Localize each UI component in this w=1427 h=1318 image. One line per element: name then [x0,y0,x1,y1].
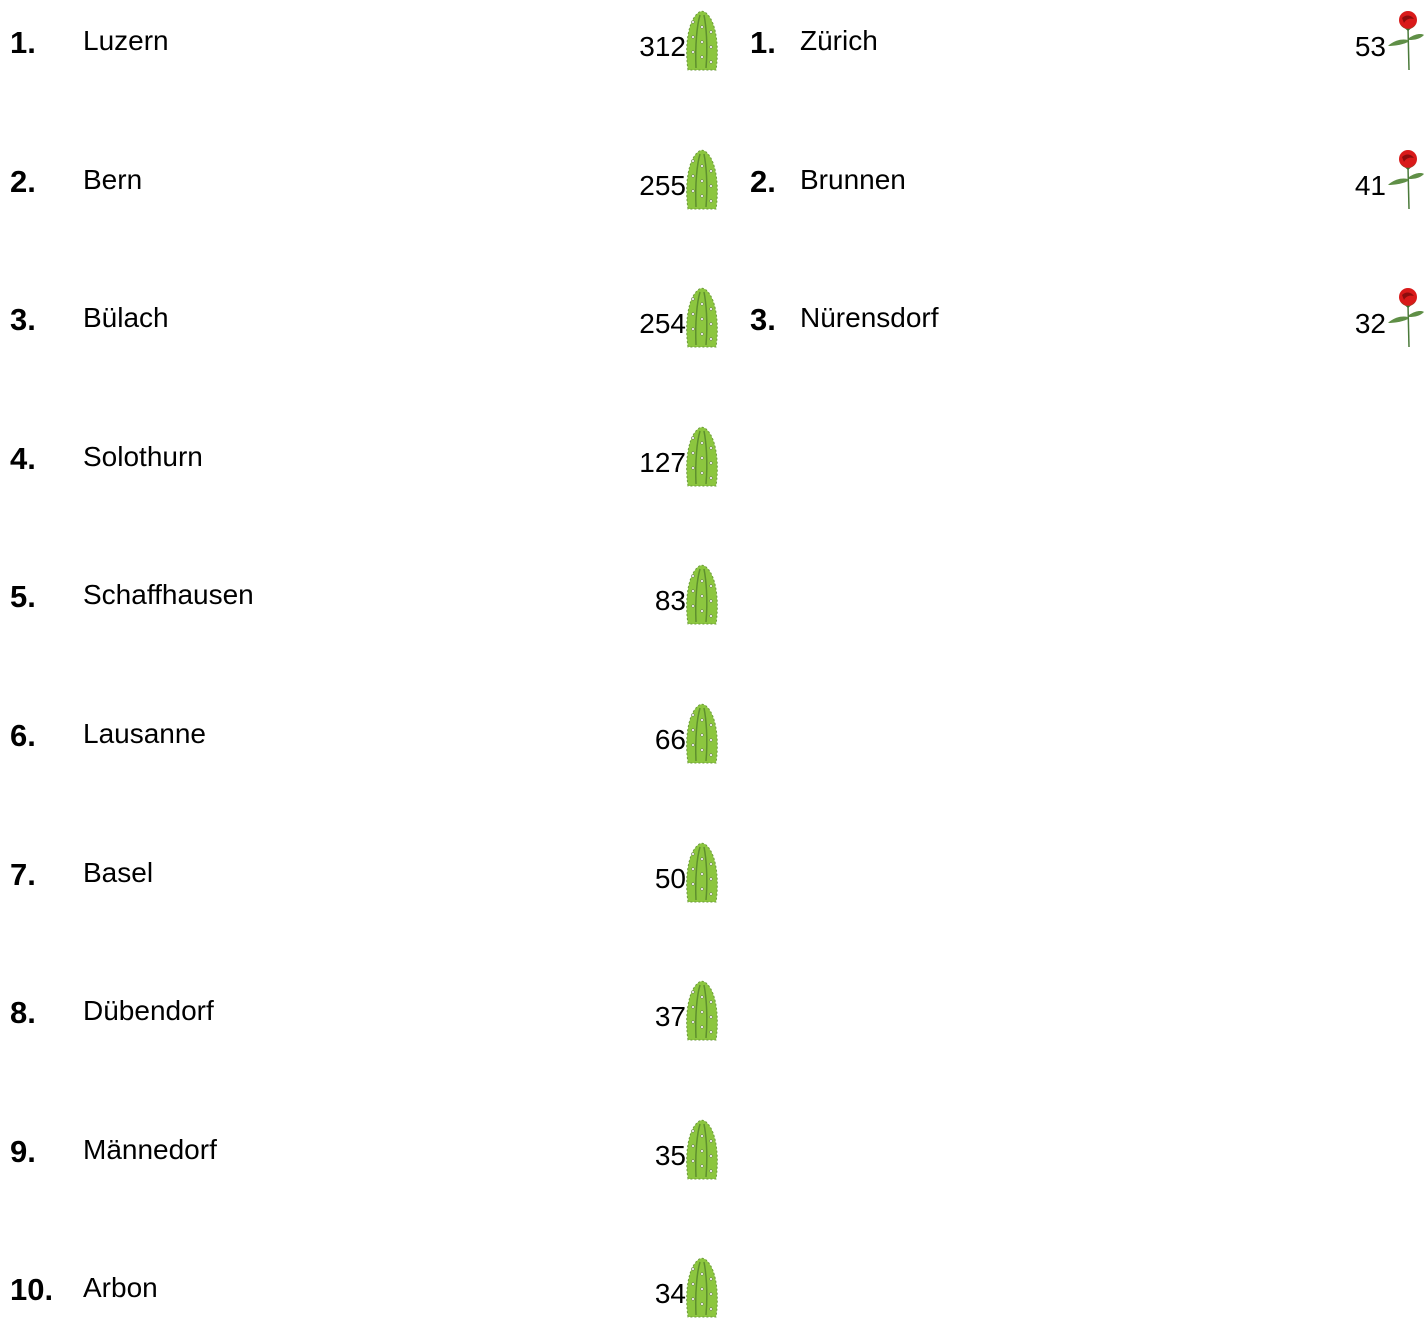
rank: 1. [10,25,36,60]
rank: 2. [10,163,36,199]
count: 41 [1354,169,1386,201]
city-name: Bülach [83,302,169,334]
cactus-icon [686,1258,718,1318]
count: 66 [654,724,686,755]
rank: 7. [10,856,36,892]
city-name: Schaffhausen [83,579,254,611]
count: 255 [639,169,686,201]
count: 127 [639,446,686,478]
city-name: Arbon [83,1272,158,1304]
rank: 6. [10,718,36,753]
count: 35 [654,1139,686,1171]
cactus-icon [686,703,718,764]
rank: 4. [10,440,36,476]
count: 32 [1354,308,1386,340]
count: 34 [654,1278,686,1310]
rank: 3. [10,302,36,338]
rose-icon [1388,11,1424,71]
city-name: Männedorf [83,1133,217,1165]
city-name: Zürich [800,25,878,56]
city-name: Nürensdorf [800,302,939,334]
rank: 2. [750,163,776,199]
city-name: Brunnen [800,163,906,195]
cactus-icon [686,1119,718,1180]
count: 312 [639,31,686,62]
city-name: Dübendorf [83,995,214,1027]
city-name: Lausanne [83,718,207,749]
cactus-icon [686,287,718,348]
count: 83 [654,585,686,617]
cactus-icon [686,980,718,1041]
cactus-icon [686,149,718,210]
rank: 9. [10,1133,36,1169]
rose-icon [1388,288,1424,348]
cactus-icon [686,10,718,71]
city-name: Bern [83,163,143,195]
rank: 10. [10,1272,54,1308]
city-name: Basel [83,856,154,888]
count: 37 [654,1001,686,1033]
cactus-icon [686,426,718,487]
rose-icon [1388,149,1424,209]
rank: 8. [10,995,36,1031]
rank: 1. [750,25,776,60]
city-name: Luzern [83,25,169,56]
count: 50 [654,862,686,894]
count: 53 [1354,31,1386,62]
cactus-icon [686,565,718,625]
count: 254 [639,308,686,340]
city-name: Solothurn [83,440,203,472]
cactus-icon [686,842,718,903]
rank: 3. [750,302,776,338]
rank: 5. [10,579,36,615]
